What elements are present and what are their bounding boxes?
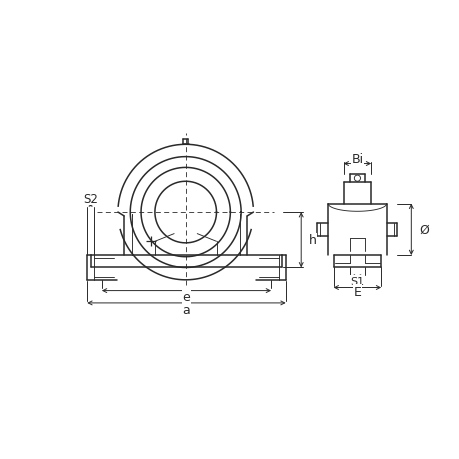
Text: Ø: Ø: [418, 224, 428, 236]
Text: h: h: [308, 234, 316, 247]
Text: a: a: [182, 303, 190, 316]
Text: e: e: [182, 291, 190, 303]
Text: S1: S1: [350, 276, 364, 286]
Text: Bi: Bi: [351, 152, 363, 165]
Text: E: E: [353, 285, 361, 298]
Text: S2: S2: [83, 192, 98, 205]
